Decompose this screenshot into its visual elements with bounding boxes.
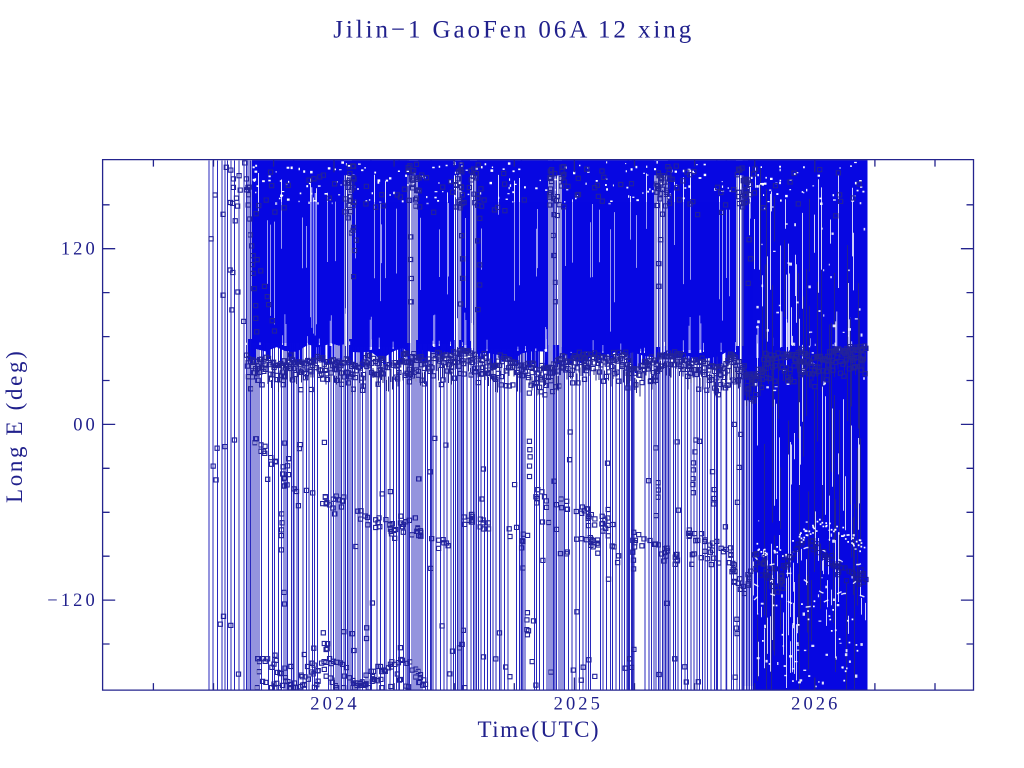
svg-text:00: 00 (73, 415, 98, 435)
svg-text:2024: 2024 (310, 695, 359, 715)
svg-text:120: 120 (61, 240, 98, 260)
svg-text:2025: 2025 (554, 695, 603, 715)
svg-text:−120: −120 (47, 591, 98, 611)
svg-text:Long E (deg): Long E (deg) (2, 349, 27, 503)
svg-text:2026: 2026 (791, 695, 840, 715)
svg-text:Time(UTC): Time(UTC) (478, 717, 601, 742)
svg-text:Jilin−1 GaoFen 06A 12 xing: Jilin−1 GaoFen 06A 12 xing (333, 17, 694, 44)
